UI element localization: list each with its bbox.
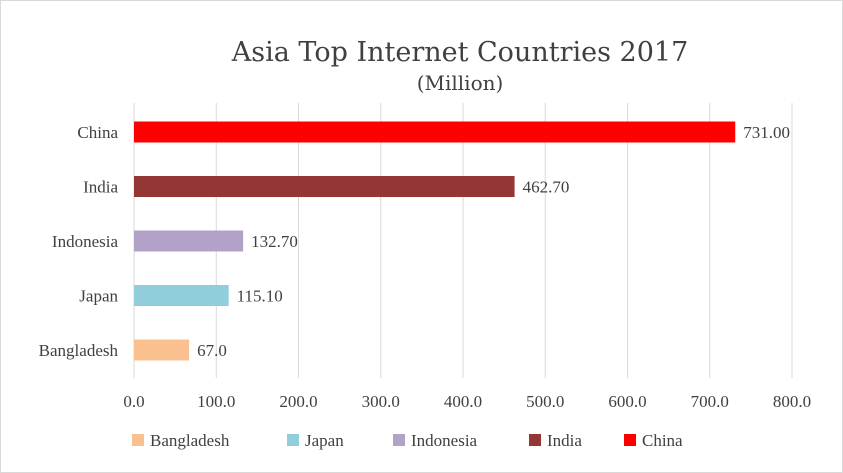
category-label: Japan [79, 287, 118, 306]
chart-title: Asia Top Internet Countries 2017 [231, 37, 689, 68]
legend-swatch [624, 434, 636, 446]
legend-swatch [393, 434, 405, 446]
chart-subtitle: (Million) [417, 71, 504, 95]
category-labels: China India Indonesia Japan Bangladesh [39, 123, 119, 360]
x-tick-label: 200.0 [279, 392, 317, 411]
x-tick-label: 500.0 [526, 392, 564, 411]
value-label: 731.00 [743, 123, 790, 142]
x-tick-label: 800.0 [773, 392, 811, 411]
legend-label: India [547, 431, 582, 450]
category-label: Bangladesh [39, 341, 119, 360]
legend-label: Indonesia [411, 431, 478, 450]
x-tick-label: 600.0 [608, 392, 646, 411]
legend-label: Bangladesh [150, 431, 230, 450]
value-labels: 731.00 462.70 132.70 115.10 67.0 [197, 123, 790, 360]
value-label: 462.70 [523, 178, 570, 197]
bar-indonesia [134, 230, 244, 252]
bars [134, 121, 736, 361]
legend-label: Japan [305, 431, 344, 450]
gridlines [133, 103, 793, 378]
legend: Bangladesh Japan Indonesia India China [132, 431, 683, 450]
category-label: Indonesia [52, 232, 119, 251]
value-label: 115.10 [237, 287, 283, 306]
legend-swatch [529, 434, 541, 446]
legend-label: China [642, 431, 683, 450]
value-label: 67.0 [197, 341, 227, 360]
x-tick-label: 0.0 [123, 392, 144, 411]
category-label: India [83, 178, 118, 197]
bar-india [134, 176, 515, 197]
legend-swatch [132, 434, 144, 446]
x-tick-label: 300.0 [362, 392, 400, 411]
x-tick-label: 100.0 [197, 392, 235, 411]
bar-bangladesh [134, 339, 190, 361]
bar-japan [134, 285, 229, 306]
bar-china [134, 121, 736, 143]
x-axis-tick-labels: 0.0 100.0 200.0 300.0 400.0 500.0 600.0 700.0 80… [123, 392, 811, 411]
category-label: China [77, 123, 118, 142]
value-label: 132.70 [251, 232, 298, 251]
x-tick-label: 400.0 [444, 392, 482, 411]
legend-swatch [287, 434, 299, 446]
x-tick-label: 700.0 [691, 392, 729, 411]
